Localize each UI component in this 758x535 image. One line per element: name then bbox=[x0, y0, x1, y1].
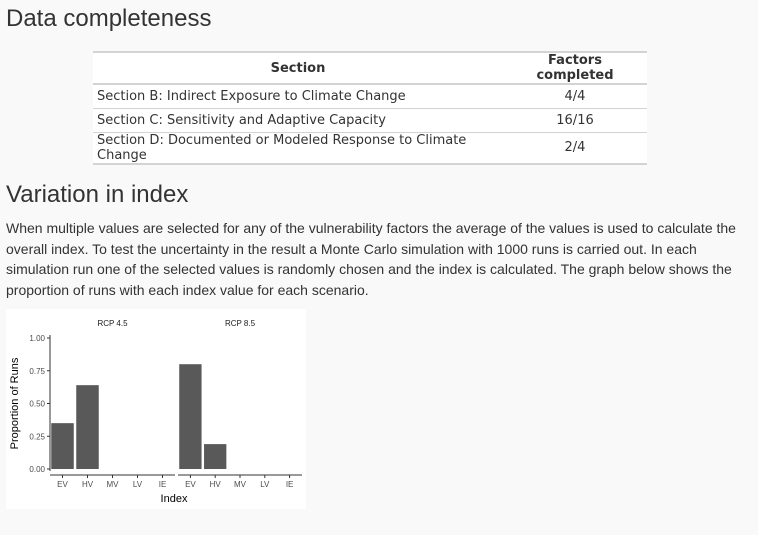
chart-svg: 0.00 0.25 0.50 0.75 1.00 Proportion of Runs RC… bbox=[9, 319, 302, 505]
bar bbox=[204, 444, 227, 469]
table-cell-factors: 2/4 bbox=[503, 132, 647, 165]
table-cell-section: Section D: Documented or Modeled Respons… bbox=[93, 132, 503, 165]
table-row: Section C: Sensitivity and Adaptive Capa… bbox=[93, 108, 647, 133]
x-tick-label: MV bbox=[234, 480, 247, 489]
table-cell-factors: 4/4 bbox=[503, 84, 647, 109]
bar bbox=[76, 385, 99, 469]
x-tick-label: IE bbox=[286, 480, 294, 489]
variation-in-index-heading: Variation in index bbox=[6, 181, 189, 208]
y-axis-title: Proportion of Runs bbox=[9, 357, 21, 449]
column-header-factors-completed: Factors completed bbox=[503, 51, 647, 85]
table-cell-section: Section B: Indirect Exposure to Climate … bbox=[93, 84, 503, 109]
panel-strip-label: RCP 4.5 bbox=[97, 319, 128, 328]
x-axis-title: Index bbox=[161, 493, 188, 505]
x-tick-label: LV bbox=[133, 480, 143, 489]
bar bbox=[51, 423, 74, 469]
completeness-table: Section Factors completed Section B: Ind… bbox=[93, 51, 647, 165]
y-tick-label: 0.75 bbox=[29, 367, 45, 376]
bar bbox=[179, 364, 202, 469]
panel-strip-label: RCP 8.5 bbox=[225, 319, 256, 328]
x-tick-label: EV bbox=[185, 480, 196, 489]
x-tick-label: IE bbox=[159, 480, 167, 489]
y-tick-label: 0.25 bbox=[29, 432, 45, 441]
description-paragraph: When multiple values are selected for an… bbox=[6, 220, 736, 298]
index-distribution-chart: 0.00 0.25 0.50 0.75 1.00 Proportion of Runs RC… bbox=[6, 309, 306, 509]
x-tick-label: LV bbox=[260, 480, 270, 489]
table-row: Section D: Documented or Modeled Respons… bbox=[93, 132, 647, 165]
data-completeness-heading: Data completeness bbox=[6, 5, 212, 32]
x-tick-label: HV bbox=[210, 480, 222, 489]
table-header-row: Section Factors completed bbox=[93, 51, 647, 85]
y-tick-label: 0.50 bbox=[29, 400, 45, 409]
x-tick-label: MV bbox=[107, 480, 120, 489]
x-tick-label: HV bbox=[82, 480, 94, 489]
x-tick-label: EV bbox=[57, 480, 68, 489]
table-cell-factors: 16/16 bbox=[503, 108, 647, 133]
table-cell-section: Section C: Sensitivity and Adaptive Capa… bbox=[93, 108, 503, 133]
table-row: Section B: Indirect Exposure to Climate … bbox=[93, 84, 647, 109]
y-tick-label: 1.00 bbox=[29, 334, 45, 343]
column-header-section: Section bbox=[93, 51, 503, 85]
y-tick-label: 0.00 bbox=[29, 465, 45, 474]
